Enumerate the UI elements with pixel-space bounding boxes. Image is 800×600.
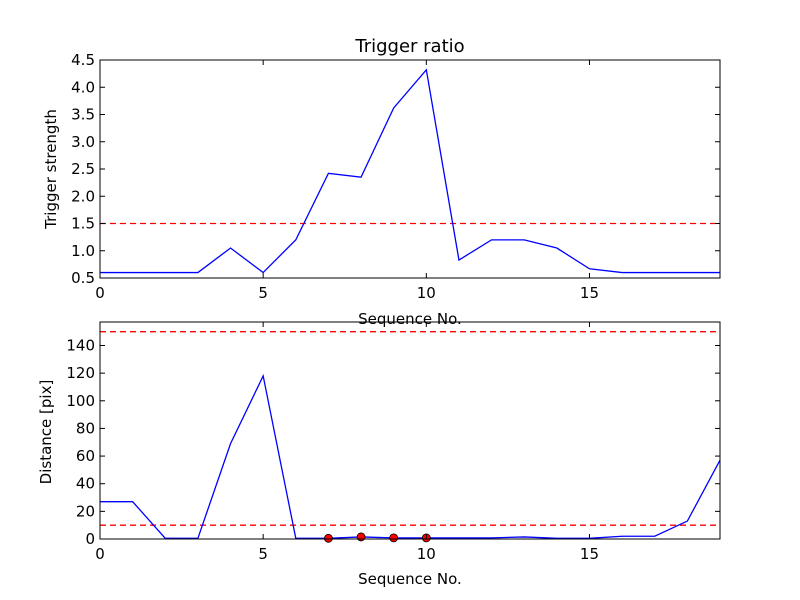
series-lines	[100, 373, 721, 539]
y-tick-label: 80	[76, 419, 95, 437]
x-tick-label: 5	[258, 284, 268, 302]
y-tick-label: 3.5	[71, 106, 95, 124]
y-ticks: 0 20 40 60 80 100 120 140	[66, 336, 720, 548]
y-tick-label: 4.0	[71, 78, 95, 96]
y-tick-label: 20	[76, 502, 95, 520]
y-tick-label: 4.5	[71, 51, 95, 69]
threshold-lines	[100, 331, 720, 526]
x-tick-label: 0	[95, 284, 105, 302]
y-tick-label: 2.0	[71, 187, 95, 205]
data-point-marker-2	[389, 533, 399, 543]
y-ticks: 0.5 1.0 1.5 2.0 2.5 3.0 3.5 4.0 4.5	[71, 51, 720, 287]
y-tick-label: 140	[66, 336, 95, 354]
axes-frame	[99, 321, 721, 540]
x-tick-label: 15	[580, 545, 599, 563]
y-tick-label: 0.5	[71, 269, 95, 287]
x-ticks: 0 5 10 15	[95, 322, 599, 563]
x-tick-label: 0	[95, 545, 105, 563]
series-line-0	[100, 373, 721, 539]
x-tick-label: 5	[258, 545, 268, 563]
y-tick-label: 3.0	[71, 133, 95, 151]
series-lines	[100, 68, 720, 274]
y-tick-label: 1.0	[71, 242, 95, 260]
plot-title: Trigger ratio	[354, 36, 464, 57]
data-point-marker-1	[356, 532, 366, 542]
series-line-0	[100, 68, 720, 274]
x-tick-label: 10	[417, 284, 436, 302]
trigger-ratio-plot: Trigger ratio 0 5 10 15 0.5 1.0 1.5 2.0 2.5 3.0 3…	[42, 36, 721, 328]
y-tick-label: 60	[76, 447, 95, 465]
y-tick-label: 120	[66, 364, 95, 382]
x-ticks: 0 5 10 15	[95, 60, 599, 302]
y-axis-label: Trigger strength	[42, 109, 60, 230]
y-tick-label: 0	[85, 530, 95, 548]
y-axis-label: Distance [pix]	[37, 380, 55, 485]
x-tick-label: 10	[417, 545, 436, 563]
y-tick-label: 100	[66, 392, 95, 410]
x-axis-label: Sequence No.	[358, 310, 462, 328]
x-tick-label: 15	[580, 284, 599, 302]
distance-plot: 0 5 10 15 0 20 40 60 80 100 120 140 Sequence No. D…	[37, 321, 721, 588]
x-axis-label: Sequence No.	[358, 570, 462, 588]
y-tick-label: 1.5	[71, 215, 95, 233]
y-tick-label: 40	[76, 475, 95, 493]
y-tick-label: 2.5	[71, 160, 95, 178]
data-point-marker-0	[324, 533, 333, 543]
